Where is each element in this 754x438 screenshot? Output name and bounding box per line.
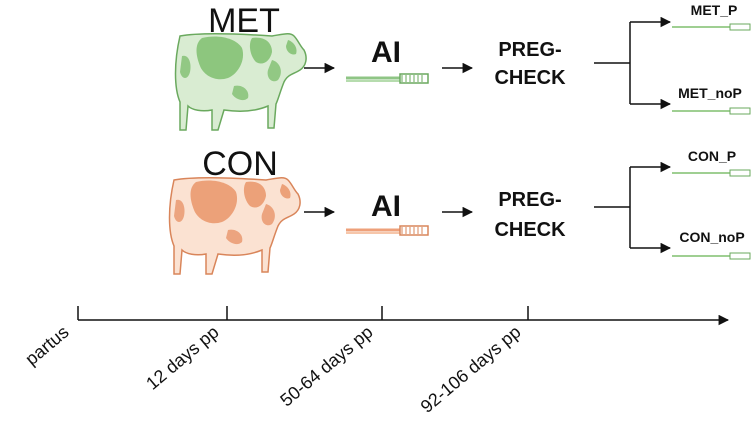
met-ai-label: AI [371, 36, 401, 69]
timeline-label-50-64-days: 50-64 days pp [276, 322, 376, 411]
met-branch [594, 16, 672, 110]
met-preg-line2: CHECK [494, 67, 566, 89]
con-outcome-pregnant: CON_P [688, 148, 736, 164]
met-row: MET AI PREG- CHECK MET_P [174, 2, 751, 131]
met-ai-straw-icon [346, 73, 429, 84]
con-ai-label: AI [371, 190, 401, 223]
met-preg-line1: PREG- [498, 39, 561, 61]
con-preg-line2: CHECK [494, 219, 566, 241]
met-outcome-not-pregnant-straw-icon [672, 107, 751, 115]
met-outcome-not-pregnant: MET_noP [678, 85, 742, 101]
con-row: CON AI PREG- CHECK CON_P [168, 145, 751, 275]
timeline-label-92-106-days: 92-106 days pp [417, 322, 525, 417]
met-cow-icon [174, 32, 307, 131]
con-outcome-pregnant-straw-icon [672, 169, 751, 177]
timeline-label-partus: partus [21, 322, 72, 369]
timeline: partus 12 days pp 50-64 days pp 92-106 d… [21, 306, 730, 417]
met-outcome-pregnant: MET_P [691, 2, 738, 18]
met-outcome-pregnant-straw-icon [672, 23, 751, 31]
con-cow-icon [168, 176, 301, 275]
con-branch [594, 161, 672, 254]
con-preg-line1: PREG- [498, 189, 561, 211]
con-outcome-not-pregnant: CON_noP [679, 229, 744, 245]
timeline-label-12-days: 12 days pp [142, 322, 222, 394]
con-ai-straw-icon [346, 225, 429, 236]
con-group-label: CON [202, 145, 278, 183]
con-outcome-not-pregnant-straw-icon [672, 252, 751, 260]
